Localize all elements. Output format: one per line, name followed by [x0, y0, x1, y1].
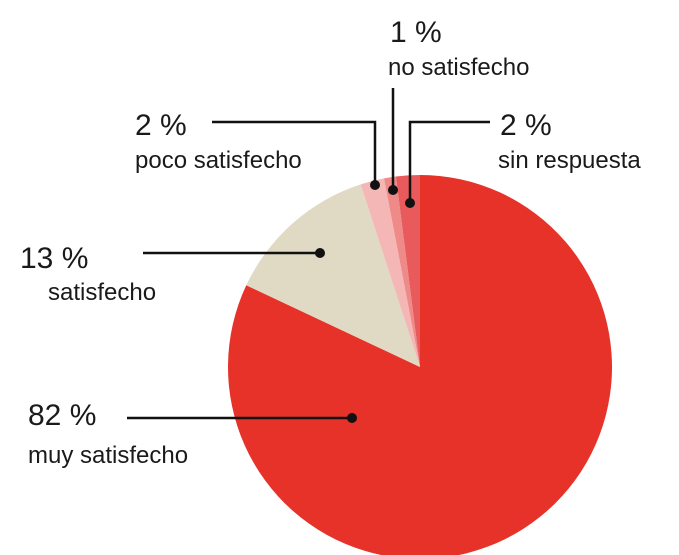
- pie-slice: [384, 176, 420, 367]
- category-label: no satisfecho: [388, 54, 529, 81]
- leader-dot: [370, 180, 380, 190]
- value-label: 82 %: [28, 399, 96, 432]
- category-label: poco satisfecho: [135, 147, 302, 174]
- category-label: muy satisfecho: [28, 442, 188, 469]
- leader-dot: [388, 185, 398, 195]
- category-label: sin respuesta: [498, 147, 641, 174]
- leader-dot: [347, 413, 357, 423]
- value-label: 13 %: [20, 242, 88, 275]
- leader-dot: [315, 248, 325, 258]
- pie-slice: [246, 184, 420, 367]
- category-label: satisfecho: [48, 279, 156, 306]
- pie-slice: [360, 178, 420, 367]
- value-label: 2 %: [135, 109, 187, 142]
- leader-dot: [405, 198, 415, 208]
- value-label: 1 %: [390, 16, 442, 49]
- leader-line: [408, 120, 490, 203]
- pie-slice: [228, 175, 612, 555]
- pie-slice: [395, 175, 420, 367]
- value-label: 2 %: [500, 109, 552, 142]
- leader-line: [212, 120, 377, 185]
